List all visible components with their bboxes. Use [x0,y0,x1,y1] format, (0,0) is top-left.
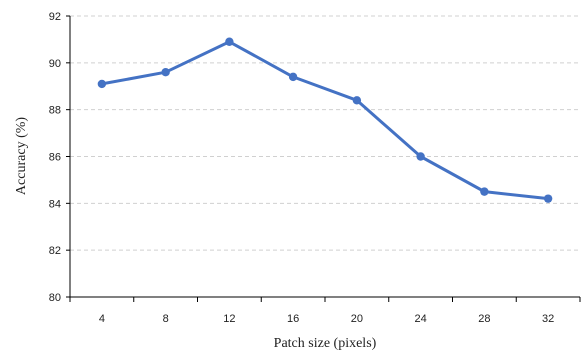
tick-labels: 80 82 84 86 88 90 92 4 8 12 16 20 24 28 32 [49,11,555,325]
y-tick-label: 86 [49,152,61,164]
x-tick-label: 16 [287,313,299,325]
gridlines [70,15,580,251]
series-layer [97,37,553,203]
y-tick-label: 88 [49,105,61,117]
data-point [416,152,425,161]
y-tick-label: 84 [49,198,61,210]
data-point [161,68,170,77]
data-point [225,37,234,46]
x-tick-label: 28 [478,313,490,325]
x-tick-label: 24 [415,313,427,325]
y-tick-label: 90 [49,58,61,70]
x-tick-label: 8 [163,313,169,325]
x-tick-label: 20 [351,313,363,325]
x-axis-title: Patch size (pixels) [274,336,377,351]
y-tick-label: 80 [49,292,61,304]
y-tick-label: 82 [49,245,61,257]
y-axis-title: Accuracy (%) [14,117,29,195]
x-tick-label: 32 [542,313,554,325]
y-tick-label: 92 [49,11,61,23]
x-tick-label: 12 [223,313,235,325]
data-point [543,194,553,203]
x-tick-label: 4 [99,313,105,325]
data-point [352,96,362,105]
data-point [288,72,298,82]
data-point [480,187,489,196]
data-point [97,79,107,89]
axes [66,15,581,302]
series-line [100,40,550,201]
